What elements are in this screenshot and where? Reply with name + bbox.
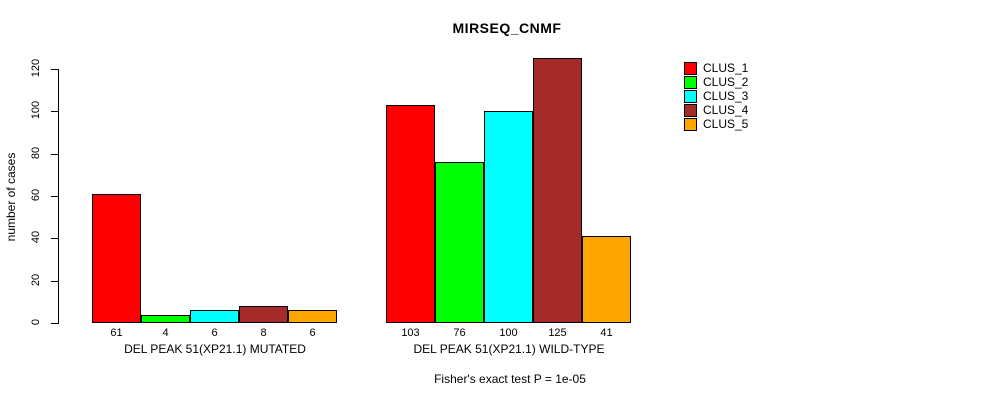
bar-clus_5-group2 (582, 236, 631, 323)
bar-clus_4-group1 (239, 306, 288, 323)
fisher-test-footnote: Fisher's exact test P = 1e-05 (434, 372, 586, 386)
legend-label-clus_3: CLUS_3 (703, 89, 749, 103)
bar-value-label: 4 (162, 327, 169, 339)
y-axis-tick (51, 281, 58, 282)
bar-clus_2-group2 (435, 162, 484, 323)
legend-swatch-clus_4 (684, 104, 697, 117)
y-axis-line (58, 69, 59, 324)
group-label: DEL PEAK 51(XP21.1) MUTATED (124, 342, 306, 356)
y-axis-tick (51, 69, 58, 70)
y-axis-tick-label: 60 (30, 188, 42, 202)
bar-value-label: 61 (110, 327, 123, 339)
y-axis-tick-label: 120 (30, 58, 42, 78)
y-axis-tick (51, 154, 58, 155)
bar-value-label: 41 (600, 327, 613, 339)
legend-swatch-clus_2 (684, 76, 697, 89)
bar-clus_3-group1 (190, 310, 239, 323)
chart-title: MIRSEQ_CNMF (452, 20, 562, 36)
bar-value-label: 125 (548, 327, 567, 339)
y-axis-tick-label: 40 (30, 230, 42, 244)
legend-label-clus_5: CLUS_5 (703, 117, 749, 131)
y-axis-tick-label: 0 (30, 318, 42, 326)
bar-value-label: 76 (453, 327, 466, 339)
y-axis-tick-label: 20 (30, 273, 42, 287)
y-axis-tick-label: 100 (30, 100, 42, 120)
y-axis-tick (51, 196, 58, 197)
bar-clus_1-group1 (92, 194, 141, 323)
bar-clus_4-group2 (533, 58, 582, 323)
group-label: DEL PEAK 51(XP21.1) WILD-TYPE (413, 342, 605, 356)
legend-swatch-clus_1 (684, 62, 697, 75)
legend-swatch-clus_3 (684, 90, 697, 103)
bar-clus_2-group1 (141, 315, 190, 323)
bar-value-label: 103 (401, 327, 420, 339)
y-axis-tick (51, 111, 58, 112)
bar-clus_5-group1 (288, 310, 337, 323)
bar-value-label: 6 (211, 327, 218, 339)
y-axis-tick-label: 80 (30, 146, 42, 160)
legend-label-clus_4: CLUS_4 (703, 103, 749, 117)
bar-clus_3-group2 (484, 111, 533, 323)
bar-value-label: 100 (499, 327, 518, 339)
y-axis-tick (51, 323, 58, 324)
bar-value-label: 6 (309, 327, 316, 339)
y-axis-tick (51, 238, 58, 239)
bar-clus_1-group2 (386, 105, 435, 323)
y-axis-label: number of cases (4, 152, 18, 242)
legend-label-clus_2: CLUS_2 (703, 75, 749, 89)
legend-swatch-clus_5 (684, 118, 697, 131)
legend-label-clus_1: CLUS_1 (703, 61, 749, 75)
bar-value-label: 8 (260, 327, 267, 339)
